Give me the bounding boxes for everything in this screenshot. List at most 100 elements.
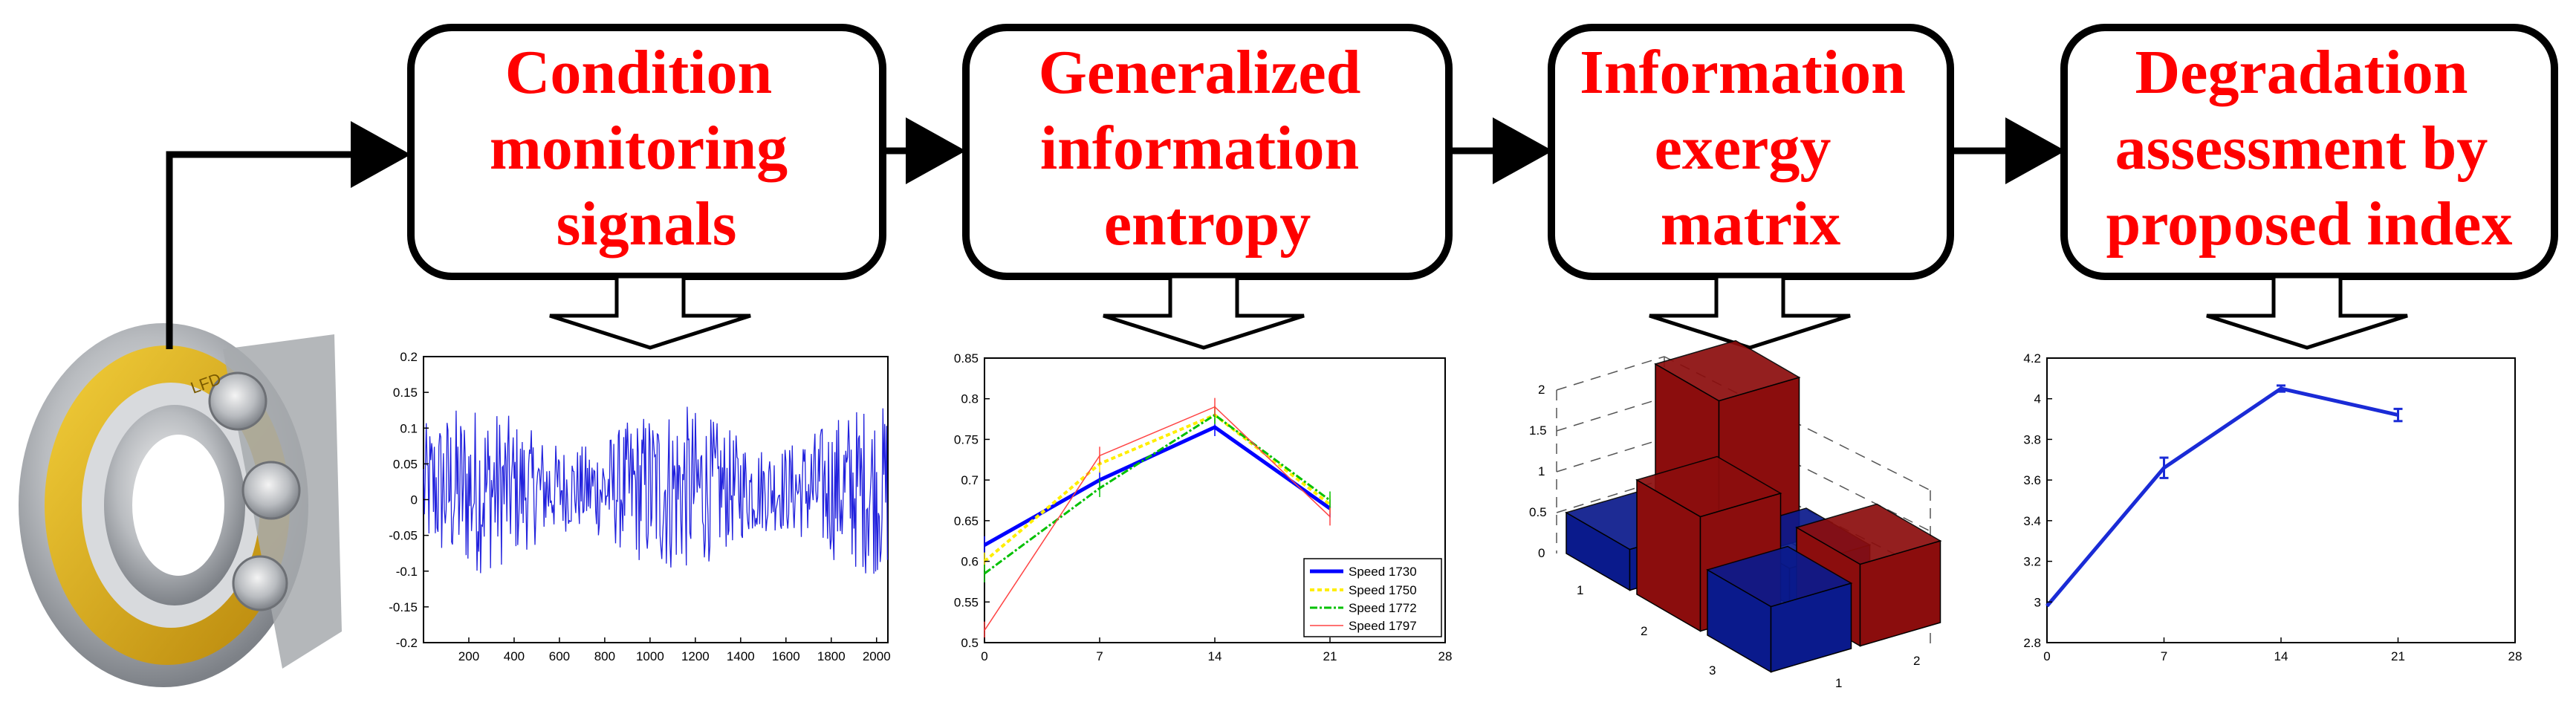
step-box-2: Generalized information entropy <box>962 24 1453 280</box>
step-1-line-1: Condition <box>505 38 772 107</box>
exergy-row-tick-1: 1 <box>1577 583 1583 597</box>
index-x-tick: 7 <box>2161 649 2167 663</box>
signal-y-tick: 0.1 <box>400 421 418 435</box>
entropy-x-tick: 21 <box>1323 649 1337 663</box>
exergy-matrix-chart: 0 0.5 1 1.5 2 1 2 3 1 2 <box>1529 340 1942 690</box>
step-4-line-3: proposed index <box>2106 189 2513 259</box>
exergy-bar <box>1706 545 1853 673</box>
signal-x-tick: 1800 <box>817 649 846 663</box>
exergy-z-tick-1: 0.5 <box>1529 505 1547 519</box>
step-2-line-1: Generalized <box>1039 38 1361 107</box>
signal-y-tick: 0.15 <box>393 386 418 400</box>
flow-arrows <box>166 117 2066 349</box>
step-3-line-2: exergy <box>1655 114 1832 183</box>
signal-x-tick: 1000 <box>636 649 664 663</box>
exergy-z-tick-2: 1 <box>1538 464 1545 478</box>
legend-label-1797: Speed 1797 <box>1349 619 1417 633</box>
signal-y-tick: 0.2 <box>400 350 418 364</box>
entropy-x-tick: 14 <box>1208 649 1222 663</box>
index-y-axis: 4.2 4 3.8 3.6 3.4 3.2 3 2.8 <box>2023 351 2052 650</box>
signal-y-tick: 0 <box>411 493 418 507</box>
index-y-tick: 3.8 <box>2023 432 2041 446</box>
down-arrow-4 <box>2206 274 2408 350</box>
entropy-y-tick: 0.85 <box>954 351 979 366</box>
step-1-line-3: signals <box>557 189 737 259</box>
step-box-3: Information exergy matrix <box>1548 24 1954 280</box>
svg-text:Generalized information: Generalized information entropy <box>1039 38 1377 259</box>
signal-x-tick: 1600 <box>772 649 800 663</box>
exergy-row-tick-3: 3 <box>1709 663 1716 678</box>
entropy-series-line <box>984 413 1331 575</box>
exergy-row-axis: 1 2 3 <box>1577 583 1716 678</box>
signal-x-tick: 1400 <box>727 649 755 663</box>
svg-text:Condition monitoring: Condition monitoring signals <box>490 38 803 259</box>
signal-x-tick: 400 <box>504 649 525 663</box>
index-y-tick: 3.6 <box>2023 473 2041 487</box>
exergy-z-tick-4: 2 <box>1538 383 1545 397</box>
exergy-z-axis: 0 0.5 1 1.5 2 <box>1529 383 1547 560</box>
signal-y-tick: -0.2 <box>396 636 418 650</box>
exergy-bars <box>1565 340 1942 673</box>
entropy-series-line <box>984 406 1331 631</box>
step-4-line-2: assessment by <box>2115 114 2488 183</box>
entropy-y-tick: 0.6 <box>961 555 979 569</box>
arrow-bearing-to-step1 <box>166 121 411 349</box>
exergy-z-tick-3: 1.5 <box>1529 423 1547 438</box>
signal-line <box>423 406 889 574</box>
signal-chart: 0.2 0.15 0.1 0.05 0 -0.05 -0.1 -0.15 -0.2 200 400… <box>389 350 890 663</box>
index-series <box>2045 384 2403 608</box>
step-box-1: Condition monitoring signals <box>407 24 886 280</box>
signal-x-tick: 200 <box>458 649 479 663</box>
step-4-line-1: Degradation <box>2135 38 2468 107</box>
entropy-chart: 0.85 0.8 0.75 0.7 0.65 0.6 0.55 0.5 0 7 14 21 28 Sp… <box>954 351 1453 663</box>
entropy-x-tick: 0 <box>981 649 987 663</box>
down-arrow-2 <box>1103 274 1305 350</box>
signal-x-tick: 600 <box>549 649 570 663</box>
down-arrows <box>549 274 2408 350</box>
index-y-tick: 4.2 <box>2023 351 2041 366</box>
signal-y-tick: -0.05 <box>389 529 418 543</box>
legend-label-1750: Speed 1750 <box>1349 583 1417 597</box>
index-x-tick: 21 <box>2391 649 2405 663</box>
index-x-tick: 14 <box>2274 649 2288 663</box>
exergy-col-axis: 1 2 <box>1835 654 1920 690</box>
index-y-tick: 3.2 <box>2023 555 2041 569</box>
svg-text:Degradation assessment b: Degradation assessment by proposed index <box>2106 38 2513 259</box>
index-y-tick: 3 <box>2034 595 2041 609</box>
entropy-y-tick: 0.5 <box>961 636 979 650</box>
entropy-y-tick: 0.75 <box>954 432 979 446</box>
index-y-tick: 4 <box>2034 392 2041 406</box>
down-arrow-3 <box>1649 274 1851 350</box>
entropy-series-line <box>983 413 1331 563</box>
step-2-line-2: information <box>1040 114 1359 183</box>
step-2-line-3: entropy <box>1104 189 1311 259</box>
signal-y-tick: -0.1 <box>396 565 418 579</box>
exergy-col-tick-1: 1 <box>1835 676 1842 690</box>
entropy-series <box>983 397 1331 640</box>
svg-text:Information exergy: Information exergy matrix <box>1580 38 1921 259</box>
entropy-legend: Speed 1730 Speed 1750 Speed 1772 Speed 1… <box>1303 558 1442 637</box>
entropy-x-axis: 0 7 14 21 28 <box>981 637 1452 663</box>
entropy-y-tick: 0.7 <box>961 473 979 487</box>
signal-y-tick: 0.05 <box>393 457 418 471</box>
signal-x-tick: 1200 <box>681 649 710 663</box>
index-chart: 4.2 4 3.8 3.6 3.4 3.2 3 2.8 0 7 14 21 28 <box>2023 351 2522 663</box>
index-y-tick: 2.8 <box>2023 636 2041 650</box>
bearing-icon: LFD <box>19 323 342 687</box>
entropy-y-tick: 0.55 <box>954 595 979 609</box>
signal-y-tick: -0.15 <box>389 600 418 614</box>
entropy-y-axis: 0.85 0.8 0.75 0.7 0.65 0.6 0.55 0.5 <box>954 351 990 650</box>
step-3-line-1: Information <box>1580 38 1906 107</box>
signal-y-axis: 0.2 0.15 0.1 0.05 0 -0.05 -0.1 -0.15 -0.2 <box>389 350 429 650</box>
index-plot-frame <box>2046 357 2516 643</box>
step-box-4: Degradation assessment by proposed index <box>2060 24 2558 280</box>
exergy-row-tick-2: 2 <box>1641 624 1647 638</box>
signal-x-axis: 200 400 600 800 1000 1200 1400 1600 1800 2000 <box>458 637 891 663</box>
entropy-x-tick: 28 <box>1438 649 1453 663</box>
exergy-col-tick-2: 2 <box>1913 654 1920 668</box>
index-y-tick: 3.4 <box>2023 514 2041 528</box>
step-3-line-3: matrix <box>1661 189 1841 259</box>
exergy-z-tick-0: 0 <box>1538 546 1545 560</box>
legend-label-1772: Speed 1772 <box>1349 601 1417 615</box>
